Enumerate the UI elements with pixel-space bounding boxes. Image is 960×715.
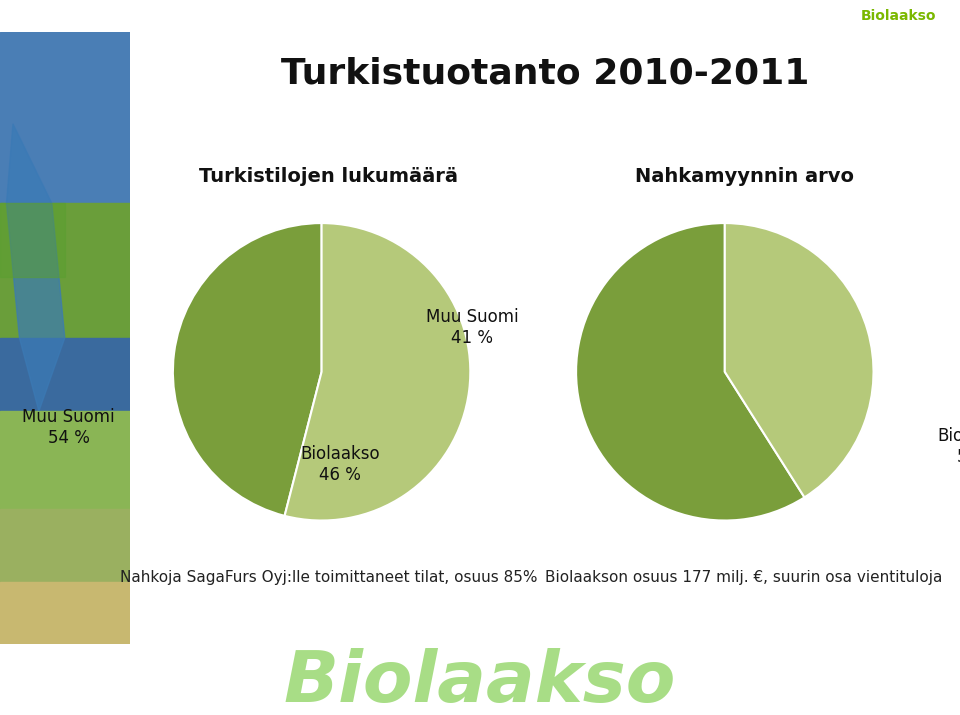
Wedge shape xyxy=(725,223,874,498)
Text: Muu Suomi
41 %: Muu Suomi 41 % xyxy=(425,307,518,347)
Text: Nahkamyynnin arvo: Nahkamyynnin arvo xyxy=(635,167,853,186)
Bar xyxy=(0,32,130,203)
Bar xyxy=(0,411,130,509)
Bar xyxy=(0,509,130,582)
Wedge shape xyxy=(173,223,322,516)
Bar xyxy=(0,203,130,338)
Polygon shape xyxy=(7,124,65,411)
Text: Biolaakso: Biolaakso xyxy=(284,649,676,715)
Text: Biolaakso
59 %: Biolaakso 59 % xyxy=(938,427,960,465)
Wedge shape xyxy=(576,223,804,521)
Text: Biolaakson osuus 177 milj. €, suurin osa vientituloja: Biolaakson osuus 177 milj. €, suurin osa… xyxy=(545,570,943,585)
Text: Biolaakso: Biolaakso xyxy=(860,9,936,23)
Wedge shape xyxy=(284,223,470,521)
Text: Turkistilojen lukumäärä: Turkistilojen lukumäärä xyxy=(200,167,458,186)
Text: Turkistuotanto 2010-2011: Turkistuotanto 2010-2011 xyxy=(280,56,809,91)
Text: Muu Suomi
54 %: Muu Suomi 54 % xyxy=(22,408,115,447)
Text: Biolaakso
46 %: Biolaakso 46 % xyxy=(300,445,380,484)
Bar xyxy=(0,582,130,644)
Text: Nahkoja SagaFurs Oyj:lle toimittaneet tilat, osuus 85%: Nahkoja SagaFurs Oyj:lle toimittaneet ti… xyxy=(120,570,538,585)
Bar xyxy=(0,203,65,277)
Bar xyxy=(0,338,130,411)
